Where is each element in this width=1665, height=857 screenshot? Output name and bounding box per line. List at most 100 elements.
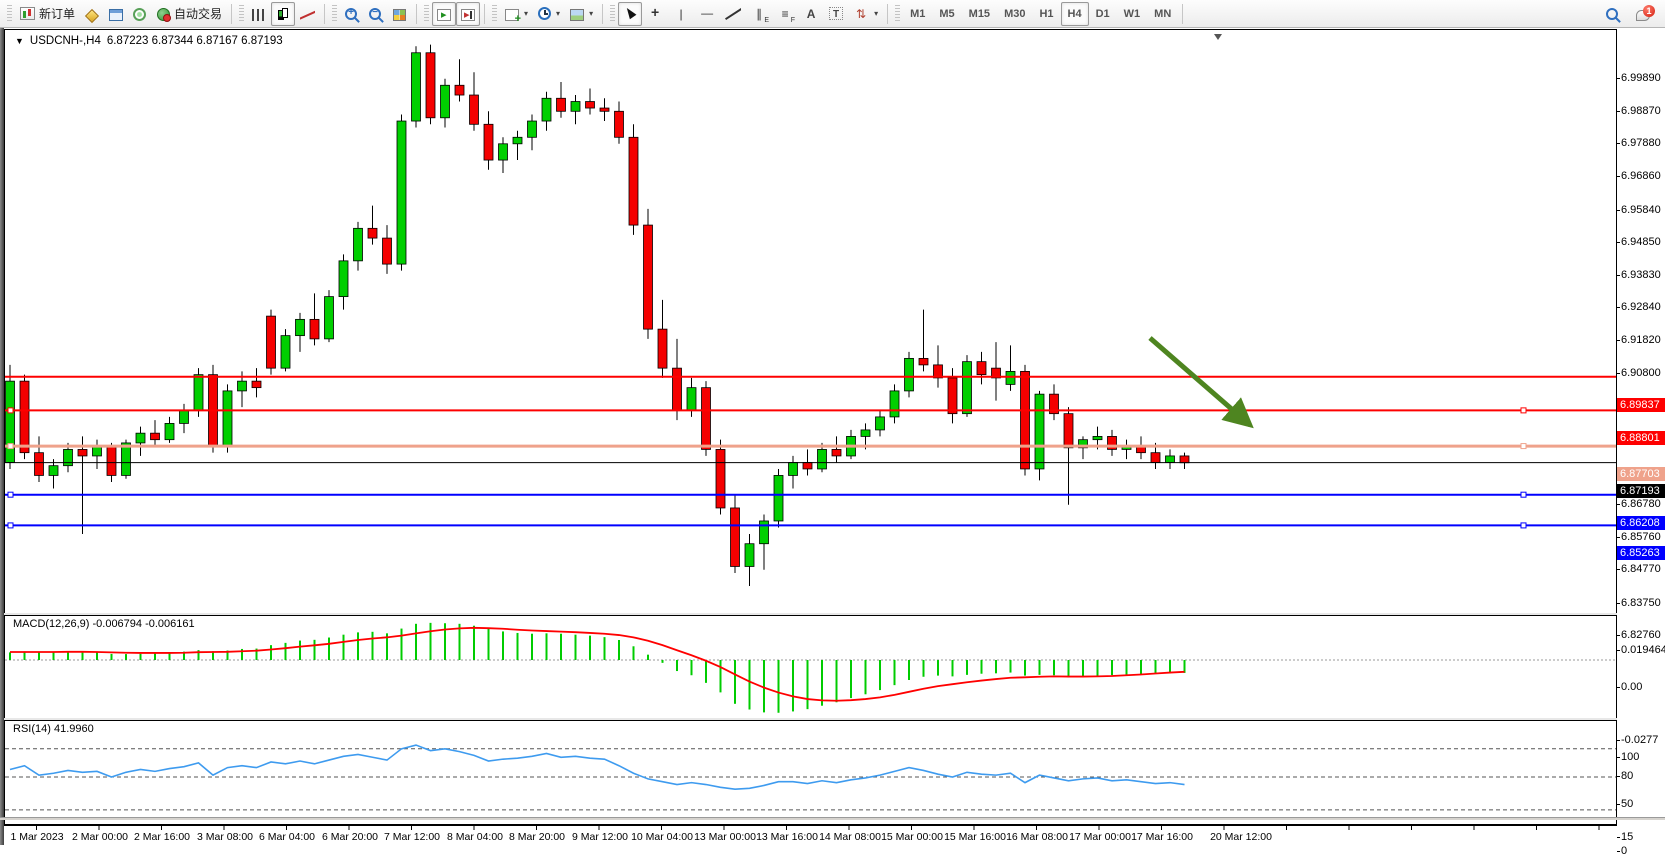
price-line-badge: 6.87703 [1617,467,1665,482]
auto-scroll-button[interactable] [432,1,457,26]
tf-h1-button[interactable]: H1 [1032,2,1060,26]
chevron-down-icon[interactable]: ▾ [589,9,594,18]
tiles-icon [393,8,407,21]
time-tick-label: 7 Mar 12:00 [383,831,441,843]
rsi-line [9,744,1185,791]
rsi-indicator-pane[interactable]: RSI(14) 41.9960 [4,720,1617,825]
toolbar-separator [231,3,233,24]
rsi-axis-tick: 100 [1616,751,1640,763]
toolbar-drag-handle[interactable] [424,4,430,23]
cursor-button[interactable] [618,1,643,26]
pane-splitter-rsi[interactable] [4,718,1617,720]
tf-m5-button[interactable]: M5 [932,2,961,26]
new-chart-button[interactable]: ▾ [500,2,533,26]
toolbar-drag-handle[interactable] [239,4,245,23]
templates-button[interactable]: ▾ [565,2,598,26]
zoom-out-button[interactable] [364,2,388,26]
vertical-line-button[interactable]: | [668,2,694,26]
chart-shift-button[interactable] [456,1,481,26]
tf-d1-button[interactable]: D1 [1089,2,1117,26]
toolbar-separator [484,3,486,24]
toolbar-group-zoom [340,0,412,28]
time-tick-label: 15 Mar 00:00 [881,831,943,843]
macd-histogram [9,622,1186,713]
macd-label: MACD(12,26,9) -0.006794 -0.006161 [13,618,195,630]
time-tick-label: 9 Mar 12:00 [571,831,629,843]
macd-indicator-pane[interactable]: MACD(12,26,9) -0.006794 -0.006161 [4,615,1617,719]
tf-m5-button-label: M5 [939,7,955,20]
fibo-icon: ≡ [777,7,796,24]
autotrading-button[interactable]: 自动交易 [152,2,227,26]
price-tick: 6.84770 [1617,563,1661,576]
macd-signal-line [10,626,1185,702]
horizontal-line-button[interactable]: — [694,2,720,26]
price-axis[interactable]: 6.99890 6.98870 6.97880 6.96860 6.95840 6.948… [1616,28,1665,857]
fibonacci-button[interactable]: ≡ [772,2,798,26]
candlestick-chart-button[interactable] [271,1,296,26]
price-tick: 6.90800 [1617,367,1661,380]
zoom-in-button[interactable] [340,2,364,26]
notifications-button[interactable]: 1 [1631,2,1655,26]
time-tick-label: 14 Mar 08:00 [819,831,881,843]
tile-windows-button[interactable] [388,2,412,26]
rsi-axis-tick: 80 [1616,769,1634,782]
tf-m1-button[interactable]: M1 [903,2,932,26]
terminal-window-button[interactable] [104,2,128,26]
toolbar-drag-handle[interactable] [332,4,338,23]
price-chart-pane[interactable]: ▼ USDCNH-,H4 6.87223 6.87344 6.87167 6.8… [4,29,1617,614]
line-chart-button[interactable] [295,2,320,26]
arrows-icon: ⇅ [856,6,867,21]
time-tick-label: 8 Mar 20:00 [508,831,566,843]
crosshair-button[interactable]: + [642,2,668,26]
bar-chart-button[interactable] [247,2,271,26]
search-button[interactable] [1601,2,1625,26]
periods-button[interactable]: ▾ [533,2,565,26]
texta-icon: A [806,6,816,21]
time-axis[interactable]: 1 Mar 2023 2 Mar 00:00 2 Mar 16:00 3 Mar 08… [4,825,1617,845]
toolbar-separator [324,3,326,24]
macd-chart[interactable] [5,616,1616,718]
text-button[interactable]: A [798,2,824,26]
tf-mn-button-label: MN [1154,7,1172,20]
arrows-button[interactable]: ⇅ ▾ [848,2,883,26]
toolbar-drag-handle[interactable] [895,4,901,23]
toolbar-drag-handle[interactable] [610,4,616,23]
candles-icon [276,7,290,20]
price-tick: 6.99890 [1617,71,1661,84]
channel-button[interactable]: ∥ [746,2,772,26]
chevron-down-icon[interactable]: ▾ [556,9,561,18]
collapse-triangle-icon[interactable]: ▼ [15,36,24,46]
time-tick-label: 6 Mar 20:00 [321,831,379,843]
trendline-button[interactable] [720,2,746,26]
window-left-edge [0,28,4,845]
hline-icon: — [701,5,714,20]
toolbar-right: 1 [1601,2,1661,26]
chevron-down-icon[interactable]: ▾ [874,9,879,18]
macd-axis-tick: -0.0277 [1616,733,1659,746]
rsi-axis-tick: 50 [1616,798,1634,810]
tf-w1-button[interactable]: W1 [1117,2,1148,26]
rsi-chart[interactable] [5,721,1616,824]
bars-icon [252,8,266,21]
text-label-button[interactable]: T [824,2,848,26]
toolbar-drag-handle[interactable] [7,4,12,23]
toolbar-drag-handle[interactable] [492,4,498,23]
chevron-down-icon[interactable]: ▾ [524,9,529,18]
price-tick: 6.94850 [1617,235,1661,248]
time-tick-label: 15 Mar 16:00 [944,831,1006,843]
tf-m15-button[interactable]: M15 [962,2,997,26]
price-line-badge: 6.86208 [1617,515,1665,530]
signals-button[interactable] [128,2,152,26]
market-depth-button[interactable] [80,2,104,26]
tf-mn-button[interactable]: MN [1147,2,1178,26]
diamond-icon [85,9,97,21]
candlestick-chart[interactable] [5,30,1616,613]
price-tick: 6.97880 [1617,137,1661,150]
new-order-button[interactable]: 新订单 [15,2,80,26]
tf-h4-button[interactable]: H4 [1060,1,1089,26]
tf-m30-button[interactable]: M30 [997,2,1032,26]
chart-window[interactable]: ▼ USDCNH-,H4 6.87223 6.87344 6.87167 6.8… [0,28,1665,857]
time-tick-label: 8 Mar 04:00 [446,831,504,843]
pane-splitter-macd[interactable] [4,613,1617,615]
candles-group [5,44,1190,586]
